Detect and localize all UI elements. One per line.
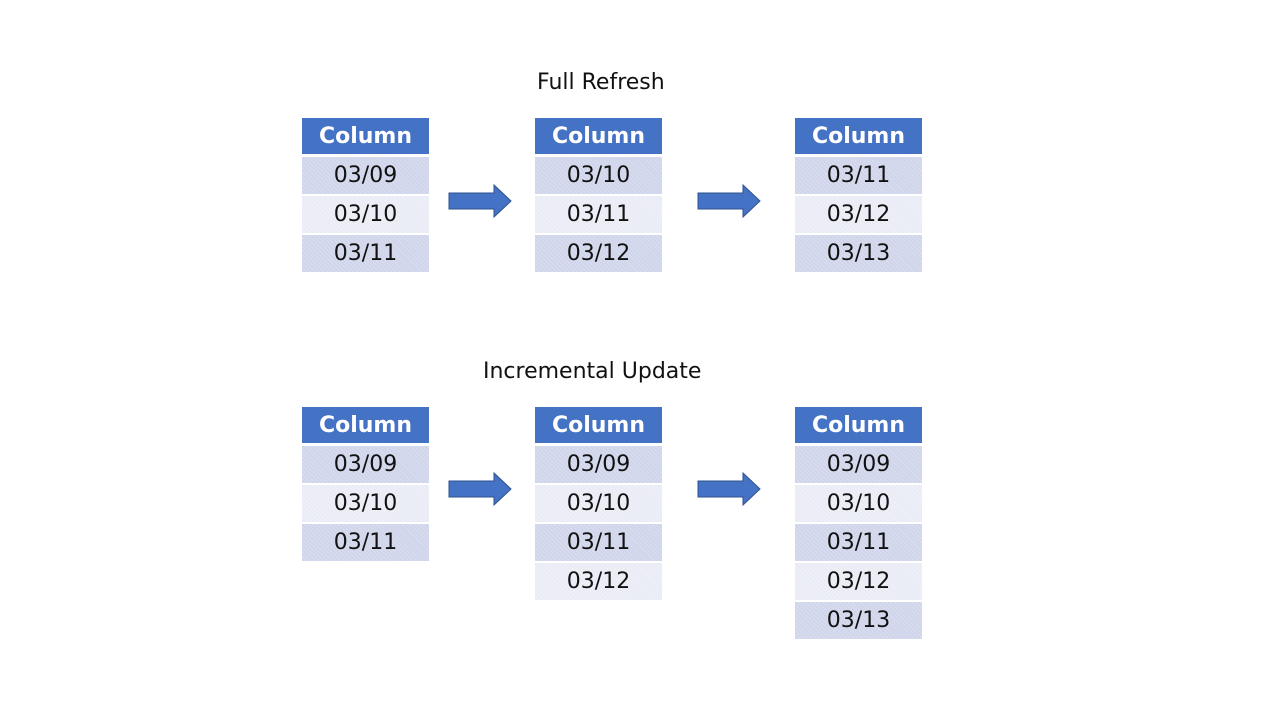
table-row: 03/10 <box>535 157 662 196</box>
full-refresh-title: Full Refresh <box>537 70 665 95</box>
table-row: 03/10 <box>795 485 922 524</box>
full-refresh-table-1: Column 03/09 03/10 03/11 <box>302 118 429 274</box>
table-header: Column <box>302 407 429 443</box>
table-row: 03/09 <box>302 157 429 196</box>
right-arrow-icon <box>448 472 512 506</box>
table-header: Column <box>302 118 429 154</box>
incremental-table-2: Column 03/09 03/10 03/11 03/12 <box>535 407 662 602</box>
table-row: 03/12 <box>535 235 662 274</box>
table-row: 03/10 <box>302 196 429 235</box>
table-row: 03/11 <box>535 524 662 563</box>
right-arrow-icon <box>697 472 761 506</box>
table-row: 03/11 <box>535 196 662 235</box>
table-row: 03/12 <box>795 563 922 602</box>
table-row: 03/13 <box>795 235 922 274</box>
right-arrow-icon <box>448 184 512 218</box>
incremental-table-1: Column 03/09 03/10 03/11 <box>302 407 429 563</box>
full-refresh-table-2: Column 03/10 03/11 03/12 <box>535 118 662 274</box>
full-refresh-table-3: Column 03/11 03/12 03/13 <box>795 118 922 274</box>
table-row: 03/11 <box>795 524 922 563</box>
right-arrow-icon <box>697 184 761 218</box>
table-row: 03/11 <box>302 235 429 274</box>
table-row: 03/11 <box>302 524 429 563</box>
incremental-table-3: Column 03/09 03/10 03/11 03/12 03/13 <box>795 407 922 641</box>
table-header: Column <box>535 118 662 154</box>
table-row: 03/11 <box>795 157 922 196</box>
table-header: Column <box>535 407 662 443</box>
table-row: 03/10 <box>535 485 662 524</box>
table-row: 03/09 <box>795 446 922 485</box>
table-row: 03/12 <box>795 196 922 235</box>
table-header: Column <box>795 118 922 154</box>
table-row: 03/09 <box>535 446 662 485</box>
table-header: Column <box>795 407 922 443</box>
table-row: 03/12 <box>535 563 662 602</box>
table-row: 03/09 <box>302 446 429 485</box>
table-row: 03/10 <box>302 485 429 524</box>
table-row: 03/13 <box>795 602 922 641</box>
incremental-update-title: Incremental Update <box>483 359 702 384</box>
